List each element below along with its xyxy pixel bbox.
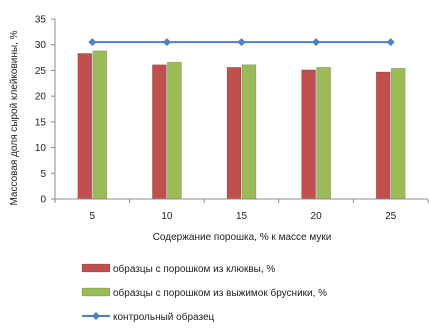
y-tick-label: 15: [35, 117, 47, 128]
legend: образцы с порошком из клюквы, % образцы с…: [81, 263, 327, 323]
bar-series-2-25: [390, 68, 406, 200]
bar-series-2-5: [92, 50, 108, 200]
x-tick-label: 5: [90, 211, 96, 222]
legend-swatch-2: [81, 287, 111, 297]
y-tick-label: 30: [35, 40, 47, 51]
control-sample-point-5: [88, 38, 97, 47]
x-axis-label: Содержание порошка, % к массе муки: [153, 232, 332, 243]
line-series: [88, 38, 395, 47]
bar-series-1-15: [226, 67, 242, 200]
bar-series-1-25: [375, 71, 391, 200]
y-axis-ticks: 0 5 10 15 20 25 30 35: [35, 15, 55, 206]
control-sample-point-25: [386, 38, 395, 47]
y-tick-label: 20: [35, 92, 47, 103]
y-tick-label: 5: [40, 169, 46, 180]
x-tick-label: 15: [236, 211, 248, 222]
x-tick-label: 25: [385, 211, 397, 222]
bar-series-2-10: [167, 61, 182, 200]
y-tick-label: 25: [35, 66, 47, 77]
bars: [77, 50, 406, 200]
control-sample-point-15: [237, 38, 246, 47]
y-tick-label: 10: [35, 143, 47, 154]
bar-series-2-15: [241, 64, 257, 200]
legend-label-2: образцы с порошком из выжимок брусники, …: [113, 287, 327, 299]
bar-series-1-10: [152, 64, 167, 200]
legend-marker-3: [92, 312, 100, 320]
control-sample-point-20: [312, 38, 321, 47]
bar-series-1-20: [301, 69, 316, 200]
legend-swatch-1: [81, 263, 111, 273]
x-tick-label: 10: [161, 211, 173, 222]
legend-label-3: контрольный образец: [113, 311, 215, 323]
bar-series-1-5: [77, 53, 93, 200]
axes: [54, 19, 428, 200]
y-axis-label: Массовая доля сырой клейковины, %: [9, 30, 20, 205]
y-tick-label: 0: [40, 195, 46, 206]
control-sample-point-10: [162, 38, 171, 47]
bar-series-2-20: [316, 67, 331, 200]
x-axis-ticks: 5 10 15 20 25: [54, 199, 429, 222]
y-tick-label: 35: [35, 15, 47, 26]
legend-label-1: образцы с порошком из клюквы, %: [113, 263, 275, 275]
x-tick-label: 20: [311, 211, 323, 222]
